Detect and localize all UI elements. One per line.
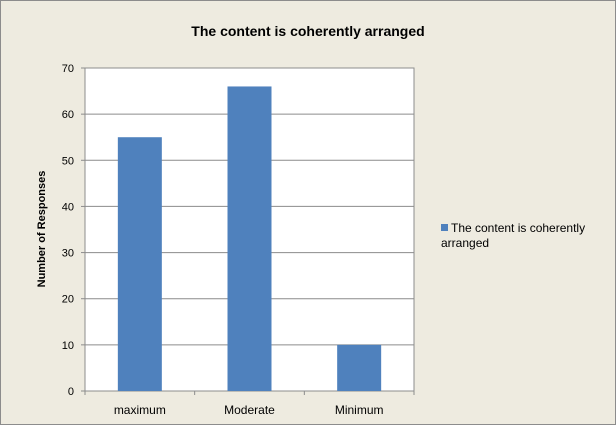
x-tick-label: Moderate xyxy=(224,403,275,417)
legend-label: The content is coherently arranged xyxy=(441,221,586,250)
y-tick-label: 0 xyxy=(68,386,74,398)
y-tick-label: 50 xyxy=(62,155,74,167)
x-axis-ticks: maximum Moderate Minimum xyxy=(84,391,415,417)
y-axis-ticks: 0 10 20 30 40 50 60 70 xyxy=(62,63,85,398)
bars xyxy=(117,86,382,391)
y-tick-label: 30 xyxy=(62,248,74,260)
x-tick-label: maximum xyxy=(114,403,166,417)
y-axis-label: Number of Responses xyxy=(36,171,48,288)
chart-title: The content is coherently arranged xyxy=(191,23,425,39)
legend: The content is coherently arranged xyxy=(441,221,611,251)
bar-maximum xyxy=(117,137,162,391)
bar-moderate xyxy=(227,86,272,391)
legend-swatch xyxy=(441,224,448,231)
bar-minimum xyxy=(337,344,382,391)
y-tick-label: 20 xyxy=(62,294,74,306)
y-tick-label: 70 xyxy=(62,63,74,75)
y-tick-label: 60 xyxy=(62,109,74,121)
y-tick-label: 10 xyxy=(62,340,74,352)
x-tick-label: Minimum xyxy=(335,403,384,417)
y-tick-label: 40 xyxy=(62,201,74,213)
